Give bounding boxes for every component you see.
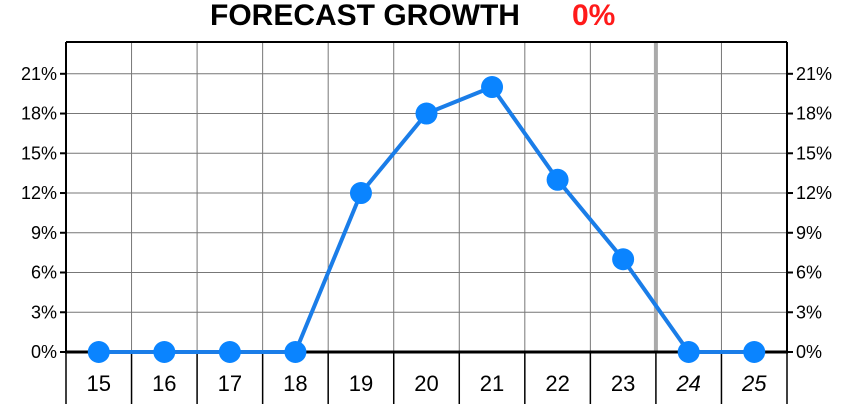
x-tick-label: 17 (218, 371, 242, 396)
x-tick-label: 21 (480, 371, 504, 396)
x-tick-label: 16 (152, 371, 176, 396)
chart-title: FORECAST GROWTH (210, 0, 520, 32)
y-tick-label: 3% (31, 302, 57, 322)
chart-title-row: FORECAST GROWTH 0% (0, 0, 848, 40)
data-point (284, 341, 307, 363)
x-tick-label: 18 (283, 371, 307, 396)
y-tick-label: 0% (31, 342, 57, 362)
y-tick-label: 21% (796, 64, 832, 84)
y-tick-label: 12% (21, 183, 57, 203)
data-point (677, 341, 700, 363)
x-tick-label: 24 (675, 371, 700, 396)
plot-frame (60, 41, 793, 354)
data-point (218, 341, 241, 363)
x-tick-label: 19 (349, 371, 373, 396)
data-point (349, 182, 372, 205)
y-tick-label: 18% (21, 104, 57, 124)
y-tick-label: 6% (31, 263, 57, 283)
x-tick-label: 15 (87, 371, 111, 396)
data-point (481, 76, 504, 99)
x-axis-labels: 15 16 17 18 19 20 21 22 23 24 25 (65, 352, 788, 404)
y-tick-label: 9% (796, 223, 822, 243)
data-point (153, 341, 176, 363)
data-point (546, 168, 569, 191)
y-tick-label: 15% (21, 143, 57, 163)
y-tick-label: 21% (21, 64, 57, 84)
y-tick-label: 15% (796, 143, 832, 163)
data-point (612, 248, 635, 271)
y-tick-label: 3% (796, 302, 822, 322)
y-tick-label: 0% (796, 342, 822, 362)
x-tick-label: 22 (545, 371, 569, 396)
y-axis-labels-right: 0% 3% 6% 9% 12% 15% 18% 21% (796, 64, 832, 362)
data-points (87, 76, 766, 363)
y-tick-label: 6% (796, 263, 822, 283)
y-tick-label: 12% (796, 183, 832, 203)
data-point (415, 102, 438, 125)
y-axis-labels-left: 0% 3% 6% 9% 12% 15% 18% 21% (21, 64, 57, 362)
x-tick-label: 23 (611, 371, 635, 396)
data-point (743, 341, 766, 363)
x-tick-label: 25 (741, 371, 767, 396)
x-tick-label: 20 (414, 371, 438, 396)
grid-lines (66, 42, 787, 353)
forecast-growth-value: 0% (572, 0, 616, 32)
data-point (87, 341, 110, 363)
y-tick-label: 9% (31, 223, 57, 243)
y-tick-label: 18% (796, 104, 832, 124)
